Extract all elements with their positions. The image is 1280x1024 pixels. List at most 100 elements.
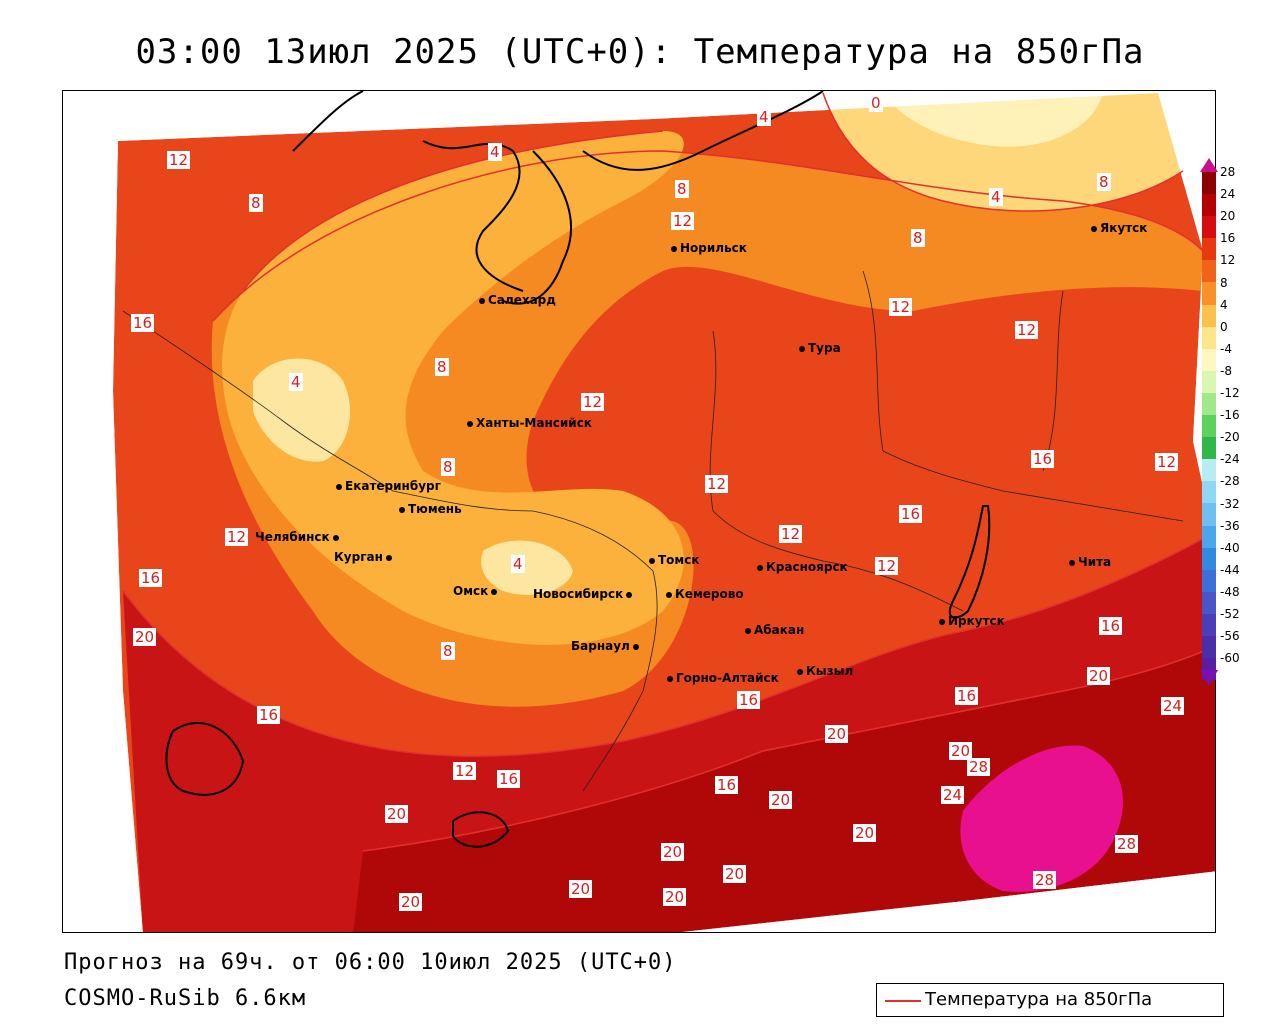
- city-dot: [745, 627, 751, 634]
- contour-label: 20: [133, 628, 157, 646]
- city-name: Тура: [808, 341, 841, 355]
- outside-left: [63, 91, 143, 932]
- city-marker: Кызыл: [797, 664, 853, 678]
- contour-label: 12: [705, 475, 729, 493]
- city-marker: Красноярск: [757, 560, 848, 574]
- city-dot: [385, 554, 392, 561]
- contour-label: 8: [1097, 173, 1111, 191]
- contour-label: 12: [875, 557, 899, 575]
- city-dot: [332, 534, 339, 541]
- city-name: Салехард: [488, 293, 556, 307]
- field-cool-north: [823, 93, 1183, 211]
- colorbar-segment: [1202, 547, 1216, 570]
- contour-label: 12: [167, 151, 191, 169]
- colorbar-tick-label: 8: [1220, 275, 1228, 290]
- colorbar-segment: [1202, 238, 1216, 261]
- city-name: Иркутск: [948, 614, 1005, 628]
- contour-label: 12: [889, 298, 913, 316]
- contour-label: 20: [949, 742, 973, 760]
- contour-label: 12: [1155, 453, 1179, 471]
- legend-label: Температура на 850гПа: [925, 989, 1153, 1010]
- colorbar-tick-label: 0: [1220, 319, 1228, 334]
- city-dot: [799, 345, 805, 352]
- city-dot: [1069, 559, 1075, 566]
- colorbar-segment: [1202, 525, 1216, 548]
- contour-label: 16: [1031, 450, 1055, 468]
- contour-label: 16: [257, 706, 281, 724]
- city-marker: Курган: [334, 550, 395, 564]
- colorbar-tick-label: -48: [1220, 584, 1240, 599]
- colorbar-tick-label: -32: [1220, 496, 1240, 511]
- colorbar-top-arrow: [1200, 158, 1218, 172]
- city-dot: [671, 245, 677, 252]
- map-panel: Якутск Норильск Салехард Тура Ханты-Манс…: [62, 90, 1216, 933]
- city-dot: [399, 506, 405, 513]
- city-marker: Барнаул: [571, 639, 642, 653]
- colorbar-tick-label: -12: [1220, 386, 1240, 400]
- colorbar-segment: [1202, 415, 1216, 438]
- city-marker: Томск: [649, 553, 700, 567]
- city-marker: Тура: [799, 341, 841, 355]
- city-name: Ханты-Мансийск: [476, 416, 592, 430]
- contour-label: 28: [1115, 835, 1139, 853]
- colorbar-tick-label: 20: [1220, 209, 1236, 224]
- colorbar-segment: [1202, 503, 1216, 526]
- model-name: COSMO-RuSib 6.6км: [64, 986, 307, 1011]
- city-marker: Якутск: [1091, 221, 1147, 235]
- colorbar-segment: [1202, 172, 1216, 195]
- colorbar-tick-label: 4: [1220, 297, 1228, 312]
- city-dot: [939, 618, 945, 625]
- contour-label: 4: [511, 555, 525, 573]
- city-marker: Кемерово: [666, 587, 744, 601]
- city-name: Челябинск: [255, 530, 330, 544]
- contour-label: 8: [441, 458, 455, 476]
- contour-label: 8: [911, 229, 925, 247]
- colorbar-segment: [1202, 635, 1216, 659]
- colorbar-tick-label: -8: [1220, 363, 1232, 378]
- legend-box: Температура на 850гПа: [876, 983, 1224, 1017]
- city-name: Абакан: [754, 623, 805, 637]
- contour-label: 8: [435, 358, 449, 376]
- outside-right: [1158, 91, 1215, 542]
- contour-label: 20: [569, 880, 593, 898]
- contour-label: 16: [737, 691, 761, 709]
- colorbar-tick-label: 24: [1220, 187, 1236, 202]
- colorbar-tick-label: -16: [1220, 408, 1240, 423]
- colorbar-tick-label: 28: [1220, 165, 1236, 179]
- colorbar-tick-label: 12: [1220, 253, 1236, 268]
- colorbar-segment: [1202, 304, 1216, 327]
- contour-label: 16: [899, 505, 923, 523]
- colorbar-tick-label: -40: [1220, 540, 1240, 555]
- city-dot: [1091, 225, 1097, 232]
- colorbar-tick-label: -36: [1220, 518, 1240, 533]
- colorbar-tick-label: 16: [1220, 231, 1236, 246]
- colorbar-tick-label: -28: [1220, 474, 1240, 489]
- contour-label: 20: [663, 888, 687, 906]
- city-marker: Иркутск: [939, 614, 1005, 628]
- colorbar-segment: [1202, 370, 1216, 393]
- contour-label: 16: [497, 770, 521, 788]
- contour-label: 24: [1161, 697, 1185, 715]
- city-name: Тюмень: [408, 502, 462, 516]
- colorbar-tick-label: -44: [1220, 562, 1240, 577]
- field-extreme-spot: [960, 745, 1123, 892]
- city-dot: [757, 564, 763, 571]
- colorbar-tick-label: -4: [1220, 341, 1232, 356]
- colorbar-tick-label: -24: [1220, 452, 1240, 467]
- contour-label: 16: [131, 314, 155, 332]
- field-coolest-north: [883, 93, 1103, 147]
- contour-label: 20: [1087, 667, 1111, 685]
- city-dot: [626, 591, 633, 598]
- city-name: Горно-Алтайск: [676, 671, 779, 685]
- city-name: Омск: [453, 584, 489, 598]
- contour-label: 12: [581, 393, 605, 411]
- colorbar-segment: [1202, 437, 1216, 460]
- field-mild-area: [222, 131, 684, 645]
- city-marker: Тюмень: [399, 502, 462, 516]
- colorbar-tick-label: -60: [1220, 651, 1240, 666]
- colorbar-segment: [1202, 481, 1216, 504]
- city-dot: [336, 483, 342, 490]
- colorbar-tick-label: -52: [1220, 607, 1240, 621]
- contour-label: 28: [1033, 871, 1057, 889]
- city-marker: Горно-Алтайск: [667, 671, 779, 685]
